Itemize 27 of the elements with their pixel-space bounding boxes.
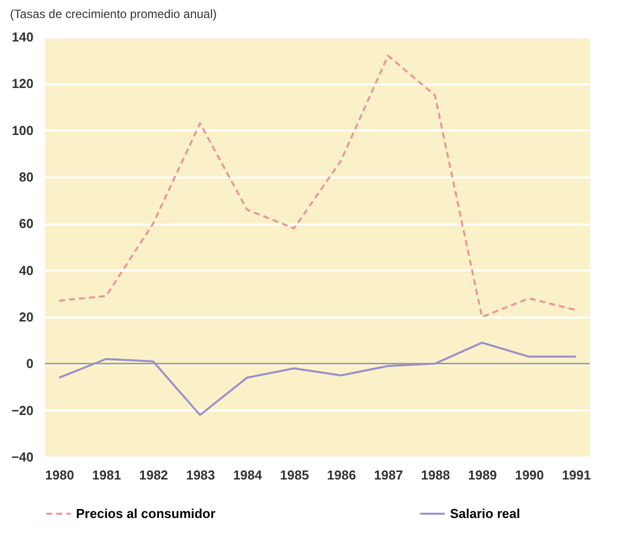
x-tick-label: 1989: [468, 468, 497, 482]
x-tick-label: 1982: [139, 468, 168, 482]
y-tick-label: 60: [19, 216, 34, 232]
y-tick-label: 120: [12, 76, 34, 92]
y-tick-label: 140: [12, 30, 34, 44]
x-tick-label: 1986: [327, 468, 356, 482]
y-tick-label: 80: [19, 170, 34, 184]
x-tick-label: 1983: [186, 468, 216, 482]
x-tick-label: 1988: [420, 468, 450, 482]
y-tick-label: 0: [26, 356, 34, 372]
y-tick-label: 40: [19, 262, 34, 278]
chart-title: (Tasas de crecimiento promedio anual): [10, 7, 217, 21]
legend-label: Precios al consumidor: [76, 506, 216, 521]
line-series: [58, 54, 577, 318]
x-tick-label: 1985: [280, 468, 309, 482]
x-tick-label: 1984: [233, 468, 263, 482]
line-series: [58, 342, 577, 416]
x-tick-label: 1987: [374, 468, 403, 482]
legend-label: Salario real: [450, 506, 520, 521]
y-tick-label: −20: [11, 402, 34, 418]
x-tick-label: 1990: [514, 468, 544, 482]
x-tick-label: 1980: [45, 468, 74, 482]
x-tick-label: 1981: [92, 468, 122, 482]
y-tick-label: 100: [12, 122, 34, 138]
y-tick-label: 20: [19, 310, 34, 324]
y-tick-label: −40: [11, 450, 34, 464]
x-tick-label: 1991: [562, 468, 591, 482]
